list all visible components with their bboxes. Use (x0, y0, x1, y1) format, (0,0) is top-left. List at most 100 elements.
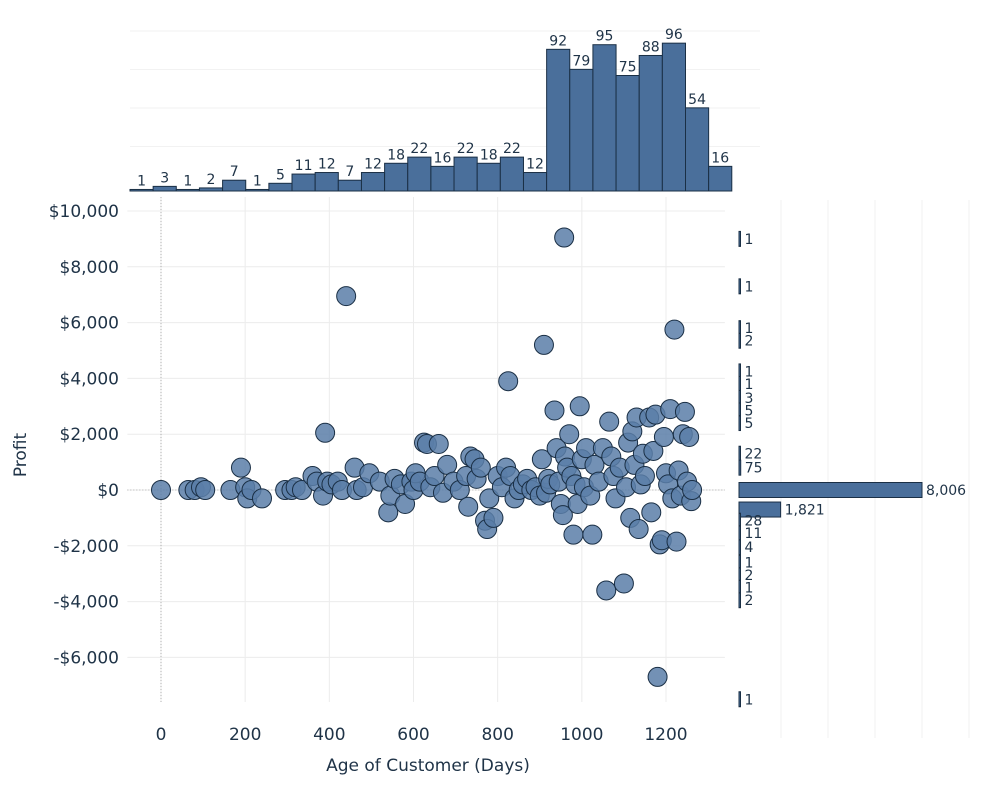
right-hist-bar (738, 539, 741, 556)
top-hist-bar (569, 68, 594, 192)
scatter-point (674, 401, 695, 422)
top-hist-bar-label: 5 (276, 167, 285, 183)
top-hist-bar-label: 22 (457, 141, 475, 157)
scatter-point (428, 433, 449, 454)
top-hist-bar (522, 172, 548, 192)
top-hist-bar (592, 44, 617, 192)
y-axis: $10,000 $8,000 $6,000 $4,000 $2,000 $0 -$2,000… (49, 202, 119, 668)
scatter-point (643, 440, 664, 461)
scatter-point (682, 480, 703, 500)
top-hist-bar-label: 16 (434, 150, 452, 166)
scatter-point (634, 466, 655, 487)
scatter-point (664, 319, 685, 340)
x-tick-label: 0 (156, 725, 167, 745)
right-hist-bar-label: 1 (745, 581, 754, 597)
right-hist-bar-label: 3 (745, 391, 754, 407)
right-hist-bar (738, 375, 741, 392)
scatter-point (315, 422, 336, 443)
top-hist-bar-label: 96 (665, 27, 683, 43)
top-hist-bar-label: 12 (364, 157, 382, 173)
top-hist-bar (546, 48, 571, 192)
scatter-point (679, 426, 700, 447)
top-hist-bar-label: 95 (596, 29, 614, 45)
right-hist-bar-label: 11 (745, 526, 763, 542)
right-hist-bar-label: 5 (745, 416, 754, 432)
right-hist-bar (738, 332, 741, 349)
x-tick-label: 1000 (560, 725, 603, 745)
scatter-point (641, 502, 662, 523)
top-hist-bar-label: 1 (183, 173, 192, 189)
x-axis-title: Age of Customer (Days) (326, 756, 530, 776)
scatter-point (252, 488, 272, 509)
top-hist-bar (175, 188, 200, 192)
scatter-point (647, 666, 668, 687)
y-tick-label: $0 (97, 481, 119, 501)
scatter-point (563, 524, 584, 545)
scatter-point (582, 524, 603, 545)
scatter-point (470, 457, 491, 478)
top-hist-bar (129, 188, 154, 192)
right-hist-bar-label: 1 (745, 232, 754, 248)
right-hist-bar-label: 2 (745, 334, 754, 350)
top-hist-bar (384, 162, 409, 192)
y-axis-title: Profit (11, 432, 31, 477)
top-hist-bar-label: 2 (207, 172, 216, 188)
right-hist-bar-label: 2 (745, 568, 754, 584)
top-hist-bar (407, 156, 432, 192)
scatter-point (613, 573, 634, 594)
scatter-point (531, 449, 552, 470)
top-hist-bar-label: 22 (503, 141, 521, 157)
x-axis: 0 200 400 600 800 1000 1200 (156, 725, 688, 745)
scatter-point (230, 457, 251, 478)
right-hist-bar (738, 445, 741, 462)
scatter-point (458, 496, 479, 517)
top-hist-bar-label: 92 (549, 33, 567, 49)
top-hist-bar (685, 107, 710, 192)
right-hist-bar (738, 482, 923, 498)
right-hist-bar (738, 230, 741, 247)
top-hist-bar (661, 42, 687, 192)
top-hist-bar-label: 18 (480, 147, 498, 163)
scatter-point (533, 334, 554, 355)
top-hist-bar-label: 18 (387, 147, 405, 163)
scatter-point (437, 454, 458, 475)
top-hist-bar (268, 182, 293, 192)
x-tick-label: 1200 (644, 725, 687, 745)
y-tick-label: $4,000 (60, 369, 119, 389)
right-hist-bar-label: 1 (745, 556, 754, 572)
top-hist-bar (222, 179, 247, 192)
right-hist-bar-label: 28 (745, 514, 763, 530)
right-hist-bar (738, 459, 742, 476)
top-hist-bar (314, 172, 339, 192)
scatter-point (569, 396, 590, 417)
right-hist-bar-label: 5 (745, 403, 754, 419)
scatter-point (653, 426, 674, 447)
right-hist-bar-label: 22 (745, 447, 763, 463)
y-tick-label: $8,000 (60, 258, 119, 278)
y-tick-label: -$2,000 (53, 537, 119, 557)
right-hist-bar (738, 691, 741, 708)
top-hist-bar-label: 11 (295, 158, 313, 174)
top-hist-bar (430, 165, 455, 192)
right-hist-bar (738, 501, 782, 518)
top-hist-bar (615, 75, 640, 192)
top-hist-bar-label: 12 (318, 157, 336, 173)
top-hist-bar-label: 7 (230, 164, 239, 180)
scatter-point (336, 286, 357, 307)
scatter-point (584, 454, 605, 475)
top-hist-bar-label: 75 (619, 60, 637, 76)
top-hist-bar-label: 22 (410, 141, 428, 157)
right-hist-bar-label: 1 (745, 377, 754, 393)
y-tick-label: -$6,000 (53, 648, 119, 668)
top-hist-bar-label: 3 (160, 170, 169, 186)
scatter-point (378, 502, 399, 523)
top-hist-bar (360, 172, 386, 192)
y-tick-label: $10,000 (49, 202, 119, 222)
right-hist-bar (738, 525, 741, 542)
top-hist-bar-label: 12 (526, 157, 544, 173)
scatter-point (666, 531, 687, 552)
y-tick-label: -$4,000 (53, 593, 119, 613)
right-hist-bar (738, 278, 741, 295)
